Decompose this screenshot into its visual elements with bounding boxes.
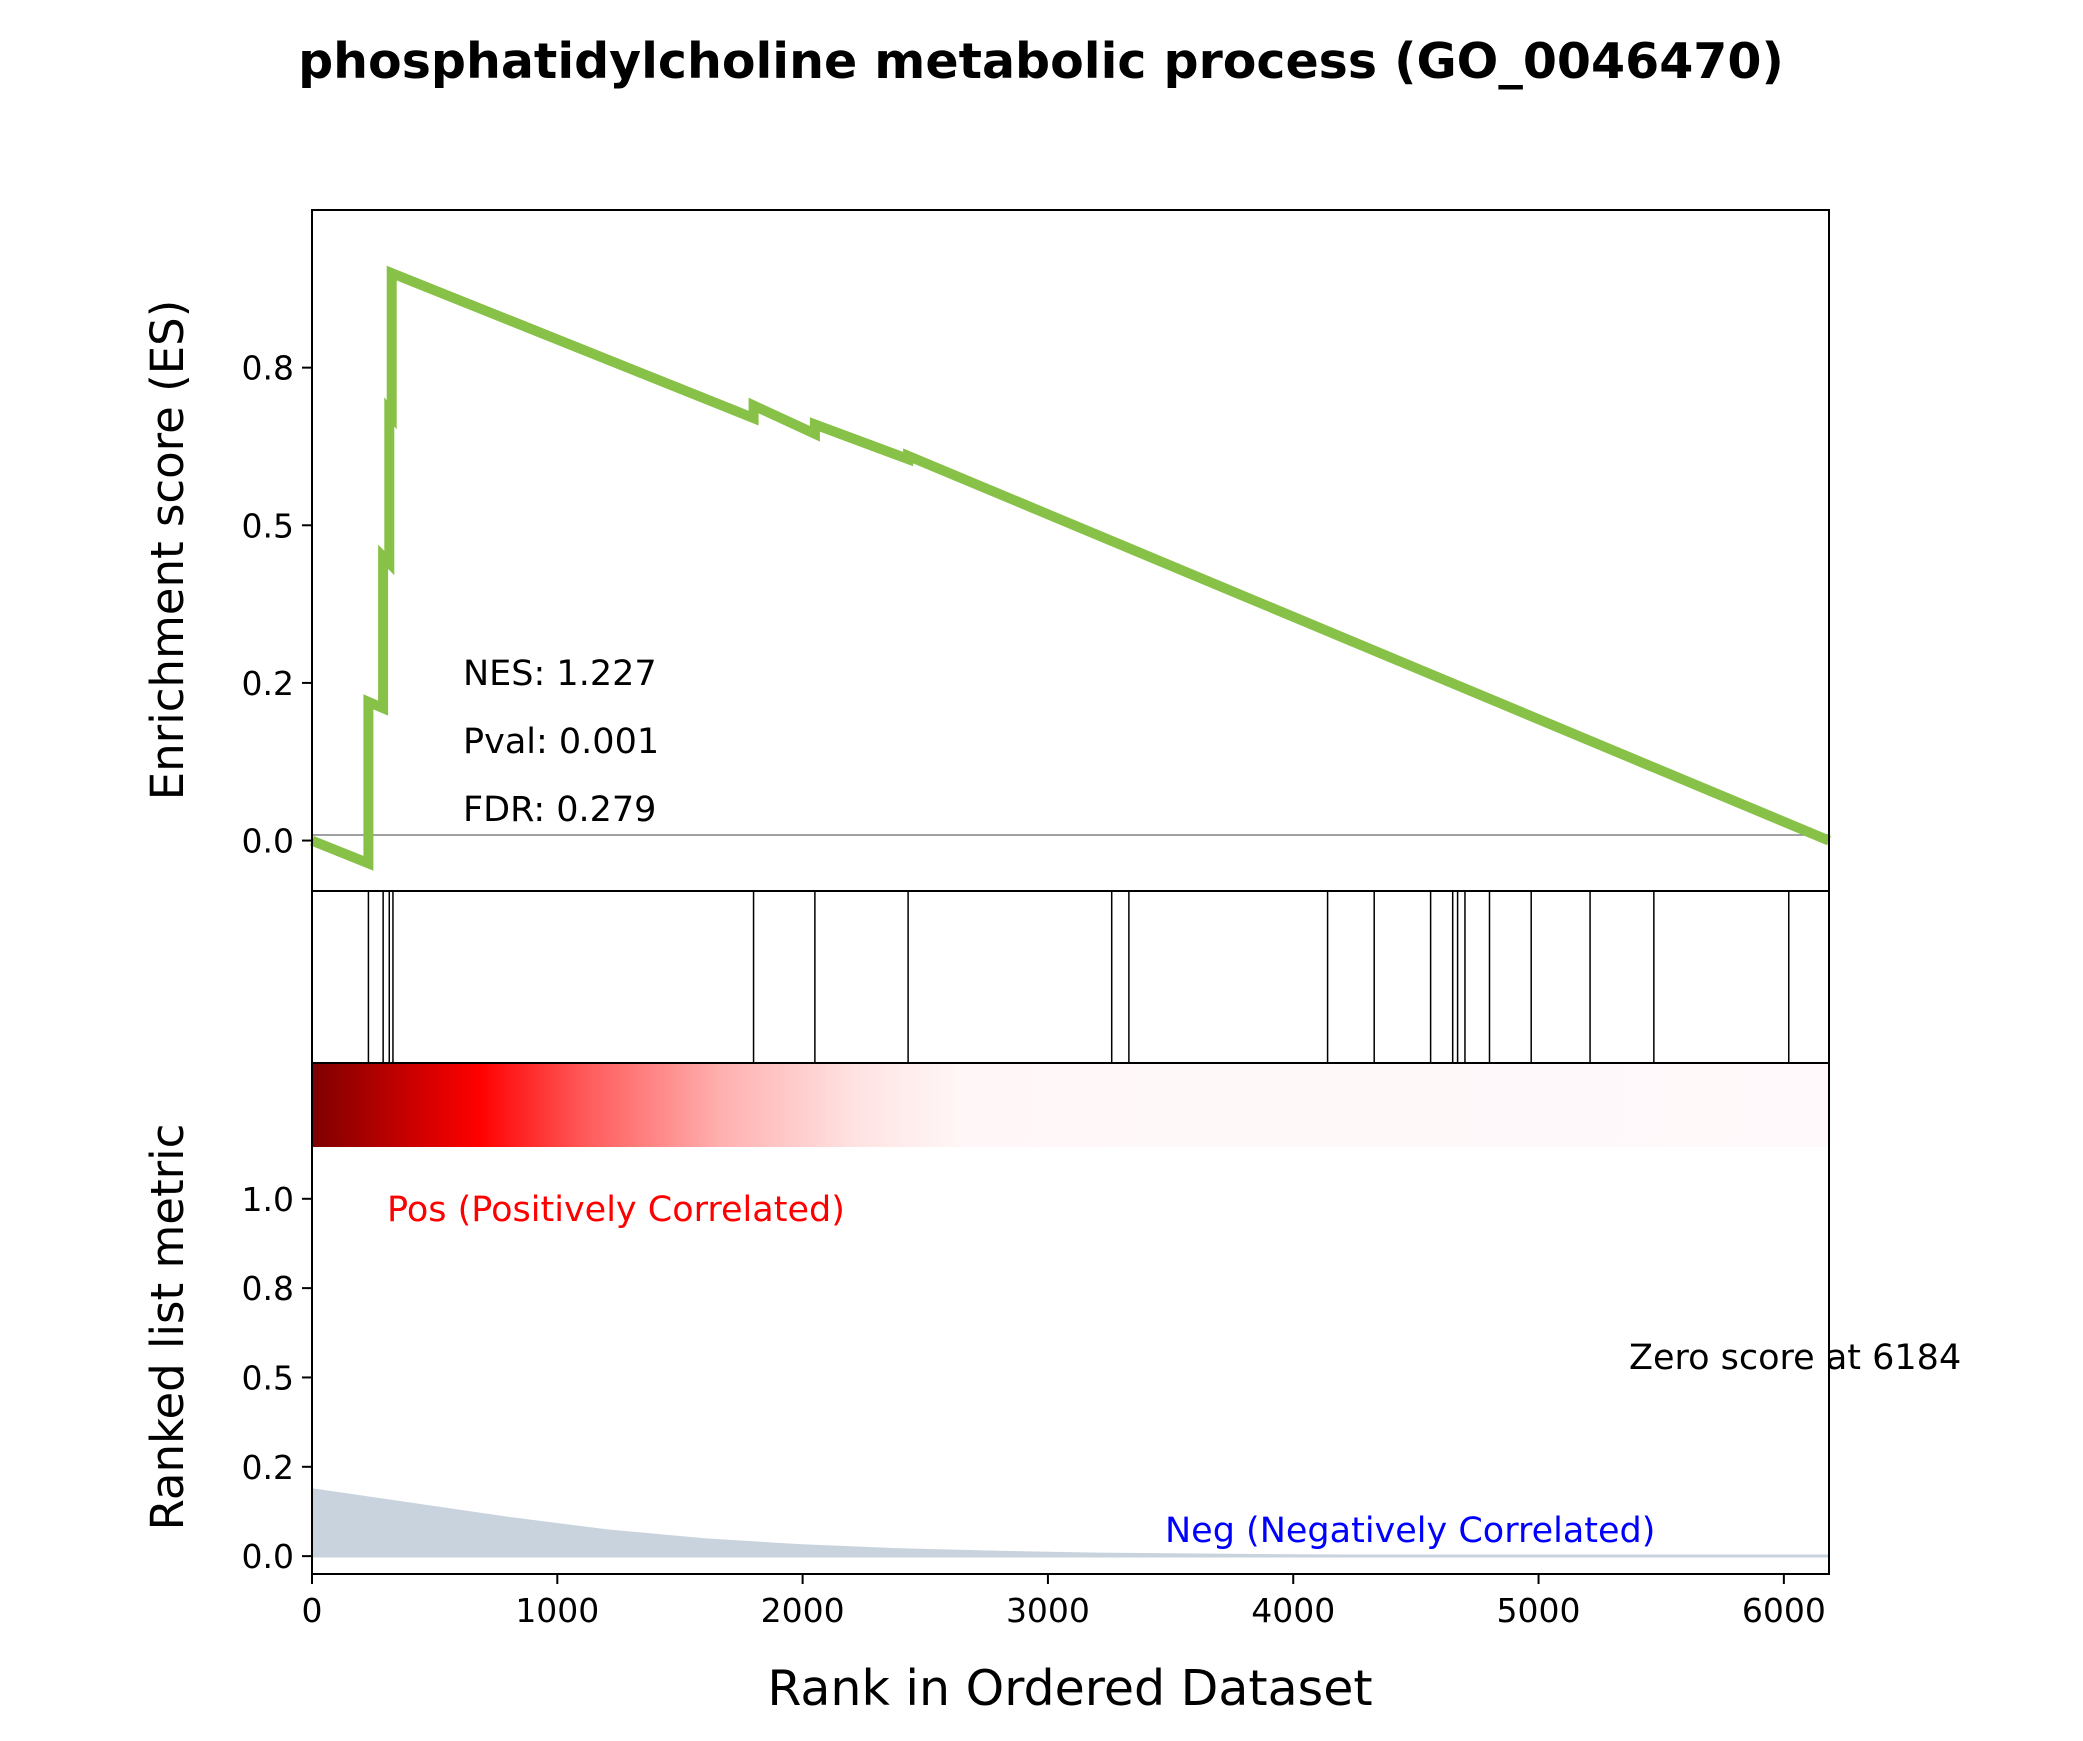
es-y-tick-label: 0.8 bbox=[242, 349, 294, 388]
es-curve bbox=[310, 265, 1831, 871]
pos-correlated-label: Pos (Positively Correlated) bbox=[387, 1190, 845, 1230]
fdr-label: FDR: 0.279 bbox=[463, 790, 656, 830]
es-panel-frame bbox=[311, 209, 1830, 892]
x-tick-label: 4000 bbox=[1251, 1591, 1335, 1630]
chart-title: phosphatidylcholine metabolic process (G… bbox=[298, 33, 1784, 90]
es-y-axis-label: Enrichment score (ES) bbox=[141, 300, 194, 801]
rank-y-tick-label: 1.0 bbox=[242, 1180, 294, 1219]
x-tick-label: 5000 bbox=[1497, 1591, 1581, 1630]
x-axis-ticks: 0 1000 2000 3000 4000 5000 6000 bbox=[302, 1574, 1826, 1630]
x-tick-label: 0 bbox=[302, 1591, 323, 1630]
nes-label: NES: 1.227 bbox=[463, 654, 657, 694]
neg-correlated-label: Neg (Negatively Correlated) bbox=[1165, 1511, 1655, 1551]
es-y-tick-label: 0.2 bbox=[242, 664, 294, 703]
rank-panel-frame bbox=[311, 1062, 1830, 1575]
zero-score-label: Zero score at 6184 bbox=[1629, 1338, 1961, 1378]
rank-y-tick-label: 0.8 bbox=[242, 1269, 294, 1308]
rank-y-tick-label: 0.5 bbox=[242, 1358, 294, 1397]
es-y-tick-label: 0.0 bbox=[242, 822, 294, 861]
hit-lines bbox=[367, 891, 1790, 1063]
rank-y-ticks: 0.0 0.2 0.5 0.8 1.0 bbox=[242, 1180, 312, 1576]
x-tick-label: 6000 bbox=[1742, 1591, 1826, 1630]
rank-y-axis-label: Ranked list metric bbox=[141, 1124, 194, 1531]
hits-panel bbox=[311, 890, 1830, 1064]
rank-metric-area bbox=[312, 1488, 1829, 1557]
pval-label: Pval: 0.001 bbox=[463, 722, 659, 762]
rank-y-tick-label: 0.0 bbox=[242, 1537, 294, 1576]
rank-panel: 0.0 0.2 0.5 0.8 1.0 Pos (Positively Correlat… bbox=[141, 1062, 1961, 1576]
es-y-ticks: 0.0 0.2 0.5 0.8 bbox=[242, 349, 312, 861]
x-tick-label: 2000 bbox=[761, 1591, 845, 1630]
es-panel: 0.0 0.2 0.5 0.8 NES: 1.227 Pval: 0.001 FDR:… bbox=[141, 209, 1831, 892]
x-tick-label: 1000 bbox=[515, 1591, 599, 1630]
x-axis-label: Rank in Ordered Dataset bbox=[767, 1660, 1372, 1717]
hits-panel-frame bbox=[311, 890, 1830, 1064]
x-tick-label: 3000 bbox=[1006, 1591, 1090, 1630]
es-y-tick-label: 0.5 bbox=[242, 506, 294, 545]
rank-y-tick-label: 0.2 bbox=[242, 1448, 294, 1487]
rank-heatmap-bar bbox=[312, 1063, 1829, 1147]
